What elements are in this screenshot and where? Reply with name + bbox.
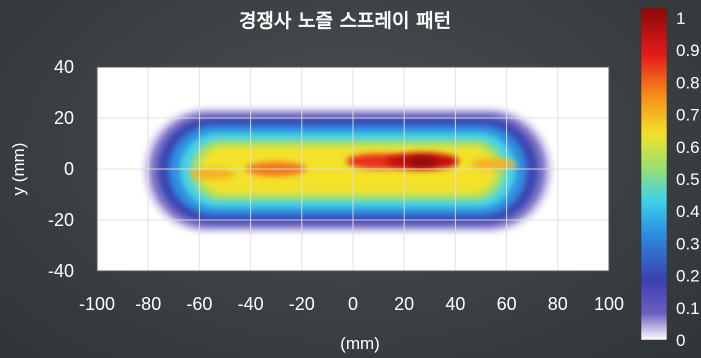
colorbar-tick-label: 0.6 (676, 138, 700, 157)
colorbar-tick-label: 0.3 (676, 234, 700, 253)
x-axis-label: (mm) (340, 334, 380, 353)
colorbar-tick-label: 1 (676, 9, 685, 28)
x-tick-label: 40 (445, 294, 465, 314)
plot-border (96, 66, 610, 272)
heatmap-layer (143, 107, 553, 233)
y-axis-label: y (mm) (9, 143, 28, 196)
x-tick-label: -80 (135, 294, 161, 314)
colorbar-tick-label: 0.5 (676, 170, 700, 189)
spray-contour-0-6 (200, 146, 496, 195)
y-tick-label: -20 (48, 210, 74, 230)
y-tick-label: 0 (64, 159, 74, 179)
colorbar-tick-label: 0.4 (676, 202, 700, 221)
y-tick-labels: 40 20 0 -20 -40 (48, 57, 74, 281)
x-tick-label: -20 (289, 294, 315, 314)
colorbar-tick-label: 0.1 (676, 299, 700, 318)
y-tick-label: 40 (54, 57, 74, 77)
x-tick-label: 20 (394, 294, 414, 314)
colorbar-tick-label: 0.2 (676, 267, 700, 286)
x-tick-label: 100 (594, 294, 624, 314)
y-tick-label: 20 (54, 108, 74, 128)
x-tick-labels: -100 -80 -60 -40 -20 0 20 40 60 80 100 (79, 294, 624, 314)
colorbar-tick-labels: 1 0.9 0.8 0.7 0.6 0.5 0.4 0.3 0.2 0.1 0 (676, 9, 700, 350)
x-tick-label: -100 (79, 294, 115, 314)
colorbar-tick-label: 0.7 (676, 106, 700, 125)
y-tick-label: -40 (48, 261, 74, 281)
x-tick-label: 60 (497, 294, 517, 314)
hotspot-3 (189, 168, 235, 180)
x-tick-label: -40 (238, 294, 264, 314)
colorbar-tick-label: 0.8 (676, 73, 700, 92)
x-tick-label: 80 (548, 294, 568, 314)
hotspot-core-2 (408, 156, 437, 167)
colorbar-tick-label: 0.9 (676, 41, 700, 60)
chart-title: 경쟁사 노즐 스프레이 패턴 (239, 10, 451, 32)
x-tick-label: -60 (186, 294, 212, 314)
colorbar (640, 7, 668, 341)
colorbar-tick-label: 0 (676, 331, 685, 350)
hotspot-4 (471, 158, 517, 170)
x-tick-label: 0 (348, 294, 358, 314)
